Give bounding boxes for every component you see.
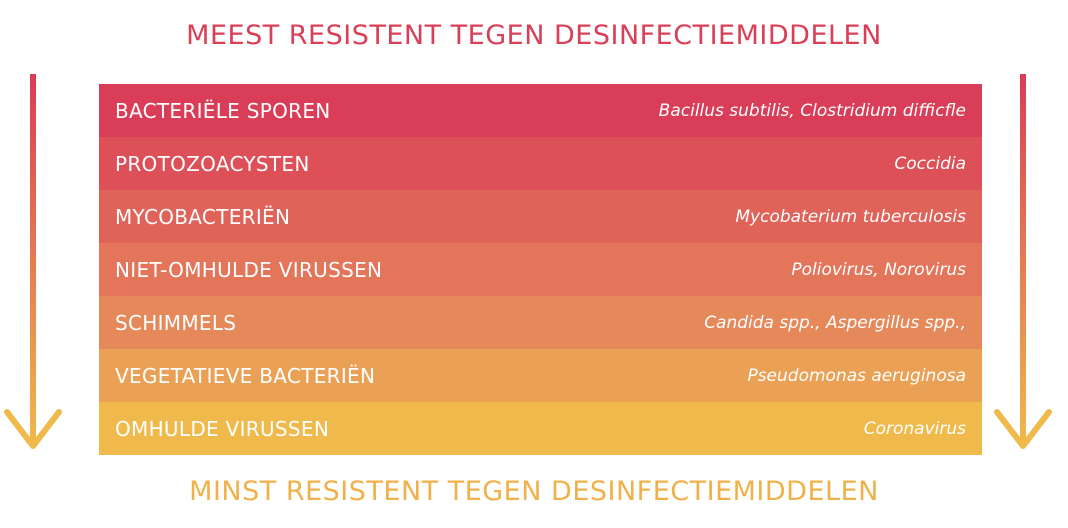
row-name: SCHIMMELS — [115, 310, 237, 335]
right-down-arrow-icon — [994, 74, 1052, 449]
row-example: Coronavirus — [863, 418, 966, 439]
row-protozoa-cysts: PROTOZOACYSTEN Coccidia — [99, 137, 982, 190]
row-example: Coccidia — [894, 153, 966, 174]
least-resistant-heading: MINST RESISTENT TEGEN DESINFECTIEMIDDELE… — [189, 476, 879, 507]
row-example: Pseudomonas aeruginosa — [747, 365, 966, 386]
left-down-arrow-icon — [4, 74, 62, 449]
row-bacterial-spores: BACTERIËLE SPOREN Bacillus subtilis, Clo… — [99, 84, 982, 137]
row-name: PROTOZOACYSTEN — [115, 151, 310, 176]
row-example: Candida spp., Aspergillus spp., — [704, 312, 966, 333]
resistance-table: BACTERIËLE SPOREN Bacillus subtilis, Clo… — [99, 84, 982, 455]
row-example: Bacillus subtilis, Clostridium difficfle — [658, 100, 966, 121]
row-name: BACTERIËLE SPOREN — [115, 98, 331, 123]
row-name: MYCOBACTERIËN — [115, 204, 291, 229]
row-example: Poliovirus, Norovirus — [791, 259, 966, 280]
row-name: NIET-OMHULDE VIRUSSEN — [115, 257, 383, 282]
row-name: OMHULDE VIRUSSEN — [115, 416, 330, 441]
most-resistant-heading: MEEST RESISTENT TEGEN DESINFECTIEMIDDELE… — [186, 20, 882, 51]
row-mycobacteria: MYCOBACTERIËN Mycobaterium tuberculosis — [99, 190, 982, 243]
row-example: Mycobaterium tuberculosis — [735, 206, 966, 227]
row-non-enveloped-viruses: NIET-OMHULDE VIRUSSEN Poliovirus, Norovi… — [99, 243, 982, 296]
row-vegetative-bacteria: VEGETATIEVE BACTERIËN Pseudomonas aerugi… — [99, 349, 982, 402]
row-enveloped-viruses: OMHULDE VIRUSSEN Coronavirus — [99, 402, 982, 455]
row-fungi: SCHIMMELS Candida spp., Aspergillus spp.… — [99, 296, 982, 349]
row-name: VEGETATIEVE BACTERIËN — [115, 363, 376, 388]
